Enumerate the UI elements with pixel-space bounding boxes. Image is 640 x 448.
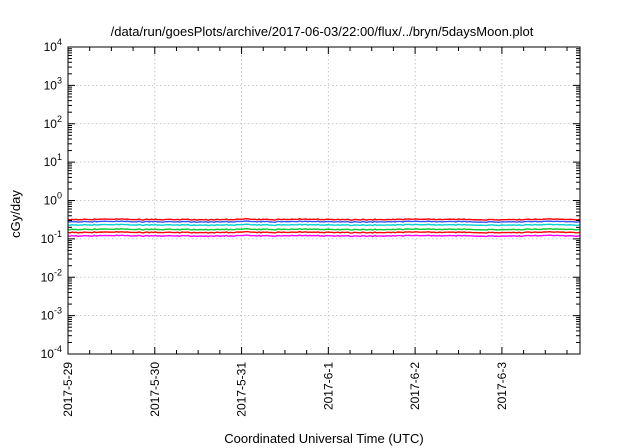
- series-layer: [67, 217, 581, 238]
- y-tick-label: 100: [44, 191, 62, 208]
- gridlines: [68, 47, 580, 354]
- series-line-4: [67, 223, 581, 227]
- y-tick-label: 101: [44, 152, 62, 169]
- y-tick-label: 10-1: [41, 229, 62, 246]
- x-tick-label: 2017-6-3: [495, 362, 509, 410]
- y-tick-label: 103: [44, 75, 62, 92]
- x-axis-ticks: 2017-5-29 2017-5-30 2017-5-31 2017-6-1 2017-…: [61, 47, 568, 417]
- y-tick-label: 102: [44, 114, 62, 131]
- x-tick-label: 2017-5-31: [235, 362, 249, 417]
- chart-title: /data/run/goesPlots/archive/2017-06-03/2…: [111, 24, 534, 39]
- series-line-6: [67, 220, 581, 224]
- x-axis-label: Coordinated Universal Time (UTC): [224, 431, 423, 446]
- y-tick-label: 104: [44, 37, 62, 54]
- y-tick-label: 10-3: [41, 306, 62, 323]
- series-line-5: [67, 217, 581, 221]
- x-tick-label: 2017-6-1: [321, 362, 335, 410]
- y-tick-label: 10-2: [41, 267, 62, 284]
- x-tick-label: 2017-5-30: [148, 362, 162, 417]
- y-axis-ticks: 10-4 10-3 10-2 10-1 100 101 102 103 104: [41, 37, 580, 361]
- series-line-3: [67, 227, 581, 231]
- series-line-2: [67, 230, 581, 234]
- x-tick-label: 2017-6-2: [408, 362, 422, 410]
- x-tick-label: 2017-5-29: [61, 362, 75, 417]
- y-axis-label: cGy/day: [8, 190, 23, 238]
- series-line-1: [67, 234, 581, 238]
- y-tick-label: 10-4: [41, 344, 62, 361]
